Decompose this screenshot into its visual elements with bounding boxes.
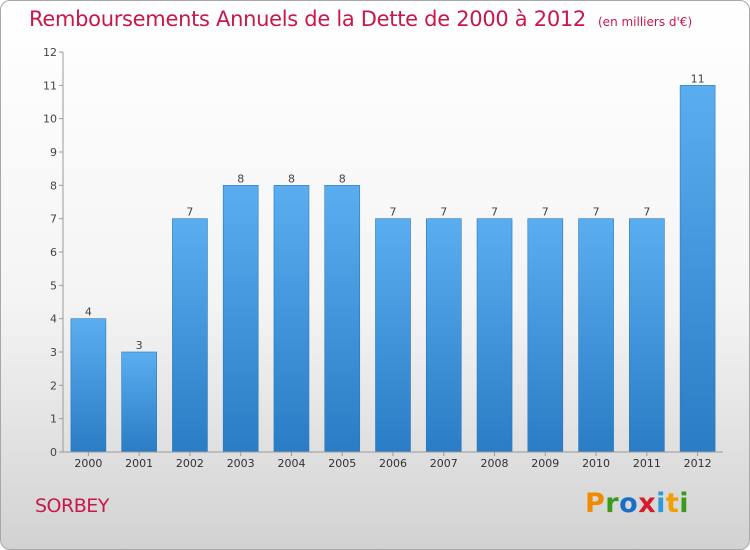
bar [425,218,462,453]
x-tick-label: 2005 [328,457,356,470]
x-tick-label: 2011 [633,457,661,470]
bar [172,218,208,453]
x-tick-label: 2001 [125,457,153,470]
chart-title: Remboursements Annuels de la Dette de 20… [29,7,692,31]
bar [578,218,614,453]
bars: 4 3 7 8 8 8 7 7 7 7 7 7 11 [70,72,716,453]
data-label: 7 [542,206,549,219]
data-label: 8 [237,172,244,185]
y-tick-label: 7 [50,213,57,226]
data-label: 8 [339,172,346,185]
chart-subtitle: (en milliers d'€) [598,15,693,29]
bar [629,218,665,453]
bar [70,318,107,453]
bar [476,218,513,453]
y-tick-label: 1 [50,413,57,426]
logo-letter: o [619,488,639,519]
x-tick-label: 2002 [176,457,204,470]
data-label: 7 [491,206,498,219]
bar [527,218,564,453]
bar [222,185,259,453]
x-tick-label: 2000 [74,457,102,470]
logo-letter: i [679,488,690,519]
logo-letter: r [605,488,620,519]
x-tick-label: 2008 [481,457,509,470]
logo-letter: i [656,488,666,519]
x-tick-label: 2004 [277,457,305,470]
bar [324,185,361,453]
commune-name: SORBEY [35,495,109,517]
logo-letter: x [638,488,657,519]
x-tick-label: 2003 [227,457,255,470]
data-label: 7 [593,206,600,219]
y-tick-label: 0 [50,446,57,459]
data-label: 4 [85,306,92,319]
x-tick-label: 2009 [531,457,559,470]
y-tick-label: 5 [50,279,57,292]
y-tick-label: 10 [43,113,57,126]
y-tick-label: 2 [50,379,57,392]
logo-letter: t [665,488,680,519]
data-label: 7 [643,206,650,219]
x-tick-label: 2007 [430,457,458,470]
data-label: 11 [691,72,705,85]
x-tick-label: 2010 [582,457,610,470]
y-tick-label: 3 [50,346,57,359]
bar [679,85,716,453]
y-tick-label: 11 [43,79,57,92]
y-tick-label: 8 [50,179,57,192]
x-tick-label: 2006 [379,457,407,470]
chart-title-text: Remboursements Annuels de la Dette de 20… [29,7,586,31]
y-tick-label: 12 [43,46,57,59]
proxiti-logo: Proxiti [585,488,689,519]
bar [273,185,310,453]
y-tick-label: 6 [50,246,57,259]
data-label: 7 [390,206,397,219]
y-tick-label: 9 [50,146,57,159]
x-tick-label: 2012 [684,457,712,470]
bar [375,218,411,453]
data-label: 3 [136,339,143,352]
data-label: 8 [288,172,295,185]
y-tick-label: 4 [50,313,57,326]
bar [121,351,157,453]
data-label: 7 [440,206,447,219]
logo-letter: P [585,488,606,519]
data-label: 7 [186,206,193,219]
